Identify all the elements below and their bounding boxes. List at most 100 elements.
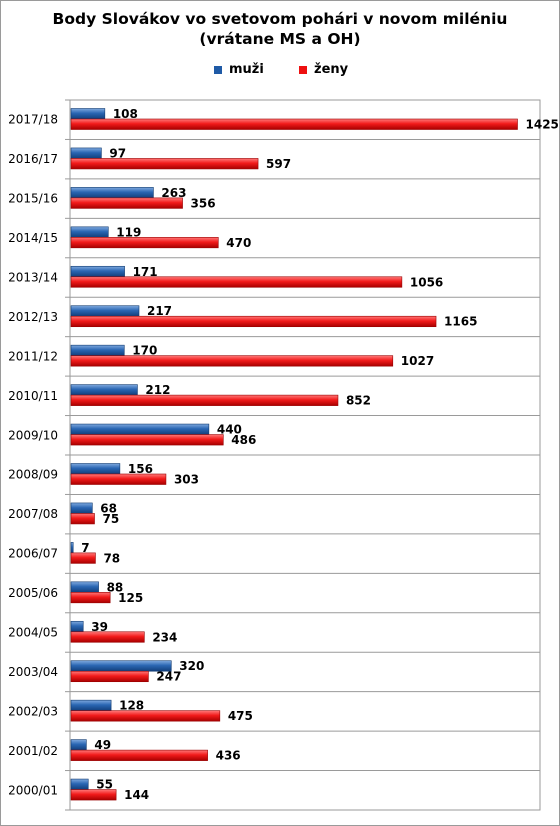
bar-muzi [70, 423, 210, 435]
bar-muzi [70, 305, 140, 317]
bar-muzi [70, 739, 87, 751]
category-label: 2006/07 [8, 547, 58, 561]
data-label-muzi: 440 [217, 423, 242, 437]
category-label: 2015/16 [8, 192, 58, 206]
data-label-muzi: 68 [100, 501, 117, 515]
category-label: 2014/15 [8, 231, 58, 245]
category-label: 2007/08 [8, 507, 58, 521]
bar-zeny [70, 473, 167, 485]
bar-muzi [70, 384, 138, 396]
bar-zeny [70, 592, 111, 604]
bar-zeny [70, 197, 183, 209]
legend-swatch-zeny [299, 65, 307, 74]
data-label-zeny: 356 [191, 196, 216, 210]
data-label-muzi: 108 [113, 107, 138, 121]
bar-muzi [70, 226, 109, 238]
data-label-muzi: 171 [133, 265, 158, 279]
data-label-muzi: 320 [179, 659, 204, 673]
bar-zeny [70, 710, 221, 722]
category-label: 2003/04 [8, 665, 58, 679]
data-label-muzi: 217 [147, 304, 172, 318]
category-label: 2013/14 [8, 271, 58, 285]
bar-muzi [70, 542, 74, 554]
data-label-muzi: 97 [109, 146, 126, 160]
bar-muzi [70, 581, 99, 593]
bar-muzi [70, 108, 106, 120]
data-label-muzi: 156 [128, 462, 153, 476]
data-label-zeny: 470 [226, 236, 251, 250]
category-label: 2000/01 [8, 783, 58, 797]
bar-muzi [70, 502, 93, 514]
bar-zeny [70, 631, 145, 643]
legend-item-muzi: muži [214, 62, 264, 77]
bar-zeny [70, 670, 149, 683]
data-label-zeny: 144 [124, 788, 149, 802]
category-label: 2008/09 [8, 468, 58, 482]
data-label-muzi: 88 [107, 580, 124, 594]
data-label-zeny: 852 [346, 394, 371, 408]
category-label: 2004/05 [8, 626, 58, 640]
bar-zeny [70, 158, 259, 170]
bar-zeny [70, 552, 96, 564]
bar-zeny [70, 434, 224, 446]
category-label: 2012/13 [8, 310, 58, 324]
bar-muzi [70, 463, 121, 475]
data-label-zeny: 303 [174, 473, 199, 487]
category-label: 2005/06 [8, 586, 58, 600]
data-label-zeny: 486 [231, 433, 256, 447]
data-label-zeny: 125 [118, 591, 143, 605]
data-label-zeny: 1425 [526, 118, 559, 132]
bar-zeny [70, 315, 437, 328]
data-label-zeny: 78 [103, 551, 120, 565]
category-label: 2002/03 [8, 704, 58, 718]
bar-zeny [70, 749, 208, 761]
bar-muzi [70, 778, 89, 790]
bar-zeny [70, 513, 95, 525]
category-label: 2017/18 [8, 113, 58, 127]
bar-muzi [70, 265, 125, 278]
data-label-zeny: 234 [152, 630, 177, 644]
legend-swatch-muzi [214, 65, 222, 74]
data-label-muzi: 170 [132, 344, 157, 358]
data-label-zeny: 1056 [410, 275, 443, 289]
legend-label-muzi: muži [229, 62, 264, 77]
bar-zeny [70, 394, 339, 406]
chart-title-line-1: Body Slovákov vo svetovom pohári v novom… [52, 10, 508, 28]
bar-zeny [70, 237, 219, 249]
data-label-zeny: 75 [103, 512, 120, 526]
data-label-muzi: 39 [91, 620, 108, 634]
category-label: 2011/12 [8, 349, 58, 363]
bar-muzi [70, 344, 125, 356]
data-label-muzi: 212 [145, 383, 170, 397]
category-label: 2009/10 [8, 428, 58, 442]
data-label-muzi: 263 [161, 186, 186, 200]
bar-muzi [70, 187, 154, 199]
data-label-muzi: 49 [94, 738, 111, 752]
category-label: 2001/02 [8, 744, 58, 758]
legend-item-zeny: ženy [299, 62, 348, 77]
data-label-muzi: 128 [119, 699, 144, 713]
data-label-zeny: 475 [228, 709, 253, 723]
data-label-zeny: 597 [266, 157, 291, 171]
data-label-muzi: 55 [96, 778, 113, 792]
category-label: 2016/17 [8, 152, 58, 166]
category-label: 2010/11 [8, 389, 58, 403]
bar-zeny [70, 789, 117, 801]
data-label-muzi: 7 [81, 541, 89, 555]
data-label-zeny: 1165 [444, 315, 477, 329]
bar-zeny [70, 276, 403, 288]
bar-muzi [70, 699, 112, 711]
bar-zeny [70, 355, 394, 367]
data-label-zeny: 436 [216, 749, 241, 763]
chart-title-line-2: (vrátane MS a OH) [199, 30, 361, 48]
bar-zeny [70, 118, 518, 130]
legend-label-zeny: ženy [314, 62, 349, 77]
bar-muzi [70, 147, 102, 159]
data-label-zeny: 1027 [401, 354, 434, 368]
bar-muzi [70, 620, 84, 633]
legend: muži ženy [0, 62, 560, 80]
data-label-muzi: 119 [116, 225, 141, 239]
data-label-zeny: 247 [156, 670, 181, 684]
